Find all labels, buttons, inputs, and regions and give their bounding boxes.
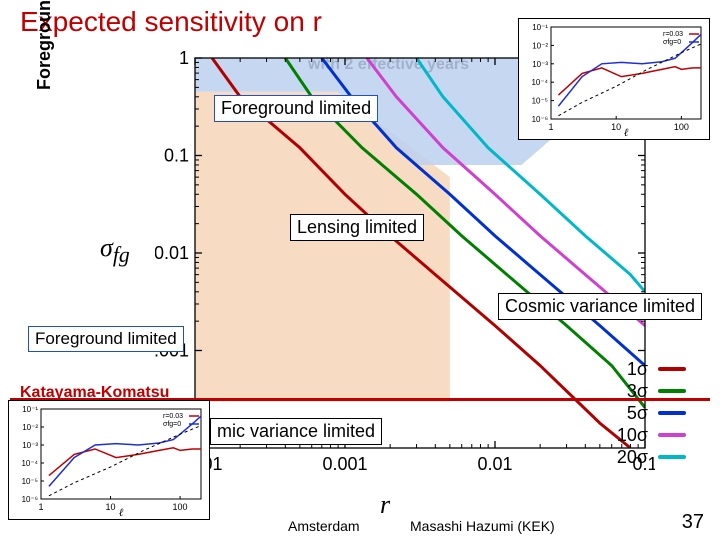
svg-text:10⁻¹: 10⁻¹ xyxy=(22,405,38,414)
legend-row: 3σ xyxy=(614,380,686,402)
legend-swatch xyxy=(658,455,686,459)
svg-text:10⁻⁵: 10⁻⁵ xyxy=(22,477,38,486)
svg-text:0.01: 0.01 xyxy=(477,454,512,474)
svg-text:1: 1 xyxy=(548,122,553,132)
svg-text:1: 1 xyxy=(38,502,43,512)
legend-label: 1σ xyxy=(614,359,648,380)
yaxis-symbol: σfg xyxy=(100,233,130,268)
svg-text:10⁻⁴: 10⁻⁴ xyxy=(531,78,548,87)
svg-text:10: 10 xyxy=(611,122,621,132)
legend-swatch xyxy=(658,389,686,393)
svg-text:10: 10 xyxy=(106,502,116,512)
svg-text:10⁻⁶: 10⁻⁶ xyxy=(22,495,38,504)
legend-row: 10σ xyxy=(614,424,686,446)
svg-text:0.1: 0.1 xyxy=(164,146,189,166)
fg-limited-small-label: Foreground limited xyxy=(28,326,184,352)
legend-row: 5σ xyxy=(614,402,686,424)
legend-swatch xyxy=(658,367,686,371)
svg-text:r=0.03: r=0.03 xyxy=(163,413,183,420)
xaxis-label: r xyxy=(380,490,390,520)
lensing-limited-label: Lensing limited xyxy=(290,214,424,241)
svg-text:10⁻³: 10⁻³ xyxy=(532,60,548,69)
svg-text:10⁻⁴: 10⁻⁴ xyxy=(21,459,38,468)
footer-speaker: Masashi Hazumi (KEK) xyxy=(410,518,555,534)
svg-text:0.001: 0.001 xyxy=(322,454,367,474)
svg-text:100: 100 xyxy=(674,122,689,132)
legend-label: 20σ xyxy=(614,447,648,468)
svg-text:10⁻⁶: 10⁻⁶ xyxy=(532,115,548,124)
svg-text:10⁻⁵: 10⁻⁵ xyxy=(532,97,548,106)
svg-text:10⁻²: 10⁻² xyxy=(22,423,38,432)
legend-label: 5σ xyxy=(614,403,648,424)
svg-text:σfg=0: σfg=0 xyxy=(663,39,681,46)
inset-bottom-left: 1 10 100 10⁻⁶ 10⁻⁵ 10⁻⁴ 10⁻³ 10⁻² 10⁻¹ ℓ r=0.03σfg… xyxy=(8,400,210,520)
inset-top-right: 1 10 100 10⁻⁶ 10⁻⁵ 10⁻⁴ 10⁻³ 10⁻² 10⁻¹ ℓ r=0.03σfg… xyxy=(518,18,710,140)
legend-row: 20σ xyxy=(614,446,686,468)
legend-row: 1σ xyxy=(614,358,686,380)
legend: 1σ 3σ 5σ 10σ 20σ xyxy=(614,358,686,468)
legend-swatch xyxy=(658,411,686,415)
yaxis-label: Foreground rejection parameter xyxy=(34,0,55,90)
cv-limited-label: Cosmic variance limited xyxy=(498,293,702,320)
slide-root: Expected sensitivity on r Foreground rej… xyxy=(0,0,720,540)
svg-text:r=0.03: r=0.03 xyxy=(663,31,683,38)
fg-limited-label: Foreground limited xyxy=(214,95,378,122)
svg-text:0.01: 0.01 xyxy=(155,243,189,263)
legend-label: 10σ xyxy=(614,425,648,446)
svg-text:10⁻¹: 10⁻¹ xyxy=(532,23,548,32)
svg-text:10⁻³: 10⁻³ xyxy=(22,441,38,450)
svg-text:1: 1 xyxy=(179,48,189,68)
footer-venue: Amsterdam xyxy=(288,518,360,534)
legend-swatch xyxy=(658,433,686,437)
svg-text:100: 100 xyxy=(173,502,188,512)
svg-text:ℓ: ℓ xyxy=(119,507,124,519)
legend-label: 3σ xyxy=(614,381,648,402)
svg-text:10⁻²: 10⁻² xyxy=(532,41,548,50)
svg-text:ℓ: ℓ xyxy=(624,127,629,139)
page-number: 37 xyxy=(682,511,704,534)
slide-title: Expected sensitivity on r xyxy=(20,6,322,38)
cv-limited-small-label: mic variance limited xyxy=(210,418,382,445)
svg-text:σfg=0: σfg=0 xyxy=(163,421,181,428)
